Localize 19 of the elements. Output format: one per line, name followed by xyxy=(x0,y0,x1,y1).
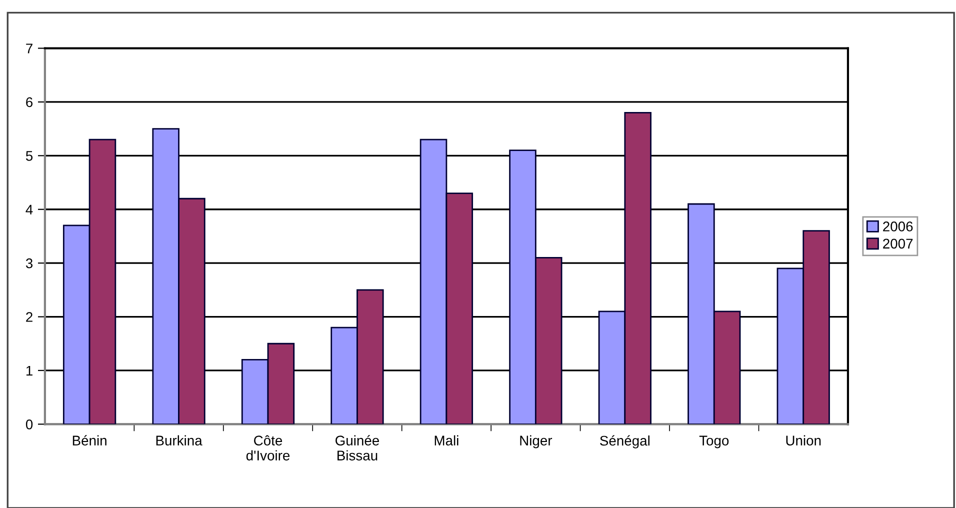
y-tick-label: 7 xyxy=(26,44,32,54)
y-tick-label: 1 xyxy=(26,366,32,376)
y-tick-label: 3 xyxy=(26,258,33,268)
x-tick-label: Guinée Bissau xyxy=(336,435,380,460)
x-tick-label: Sénégal xyxy=(600,435,650,448)
y-tick-label: 0 xyxy=(26,420,33,430)
y-tick-label: 5 xyxy=(26,151,33,161)
legend-label: 2006 xyxy=(883,222,913,232)
y-tick-label: 6 xyxy=(26,97,33,108)
x-tick-label: Togo xyxy=(699,436,729,448)
x-tick-label: Burkina xyxy=(156,435,202,446)
x-tick-label: Mali xyxy=(434,435,458,446)
x-tick-label: Union xyxy=(786,435,821,446)
x-tick-label: Bénin xyxy=(72,435,106,446)
x-tick-label: Niger xyxy=(520,435,552,448)
y-tick-label: 4 xyxy=(26,204,33,214)
y-tick-label: 2 xyxy=(26,312,32,322)
x-tick-label: Côte d'Ivoire xyxy=(246,435,290,460)
legend-label: 2007 xyxy=(883,238,913,249)
